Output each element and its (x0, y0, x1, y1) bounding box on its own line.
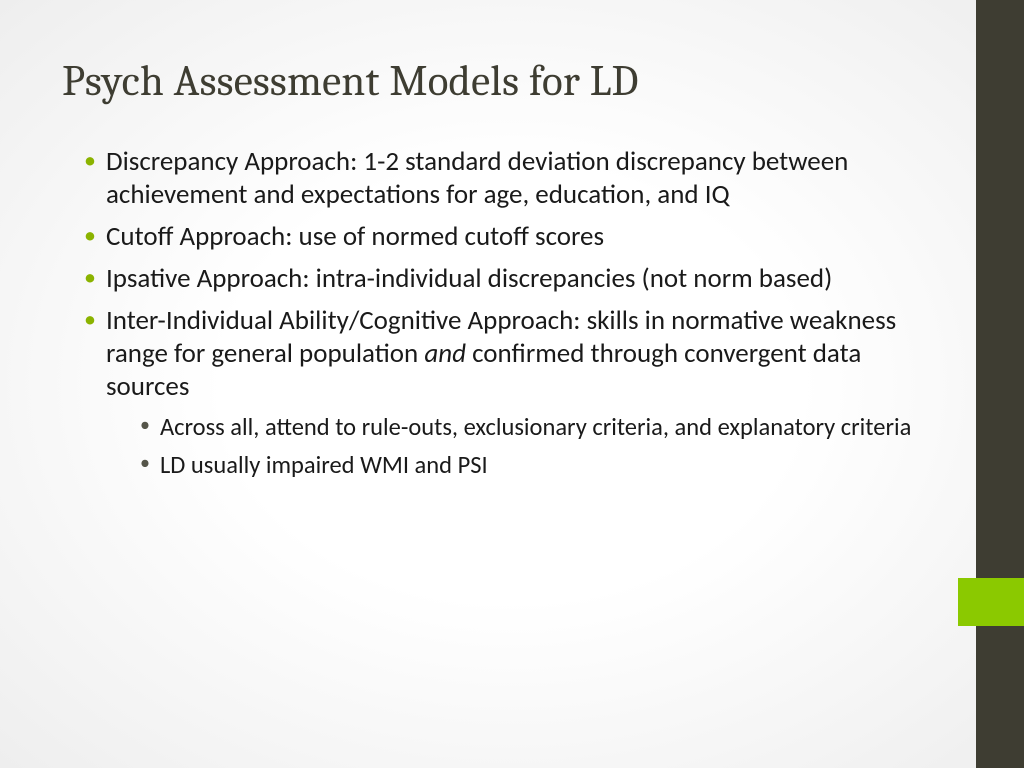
bullet-item: Inter-Individual Ability/Cognitive Appro… (84, 305, 920, 482)
bullet-item: Ipsative Approach: intra-individual disc… (84, 263, 920, 296)
bullet-list: Discrepancy Approach: 1-2 standard devia… (62, 146, 920, 481)
bullet-item: Cutoff Approach: use of normed cutoff sc… (84, 221, 920, 254)
sub-bullet-item: Across all, attend to rule-outs, exclusi… (140, 413, 920, 443)
bullet-text-italic: and (424, 337, 466, 370)
accent-block (958, 578, 1024, 626)
bullet-item: Discrepancy Approach: 1-2 standard devia… (84, 146, 920, 212)
sub-bullet-list: Across all, attend to rule-outs, exclusi… (106, 413, 920, 482)
sidebar-stripe (976, 0, 1024, 768)
sub-bullet-item: LD usually impaired WMI and PSI (140, 451, 920, 481)
slide-title: Psych Assessment Models for LD (62, 56, 920, 106)
slide-content: Psych Assessment Models for LD Discrepan… (0, 0, 960, 768)
